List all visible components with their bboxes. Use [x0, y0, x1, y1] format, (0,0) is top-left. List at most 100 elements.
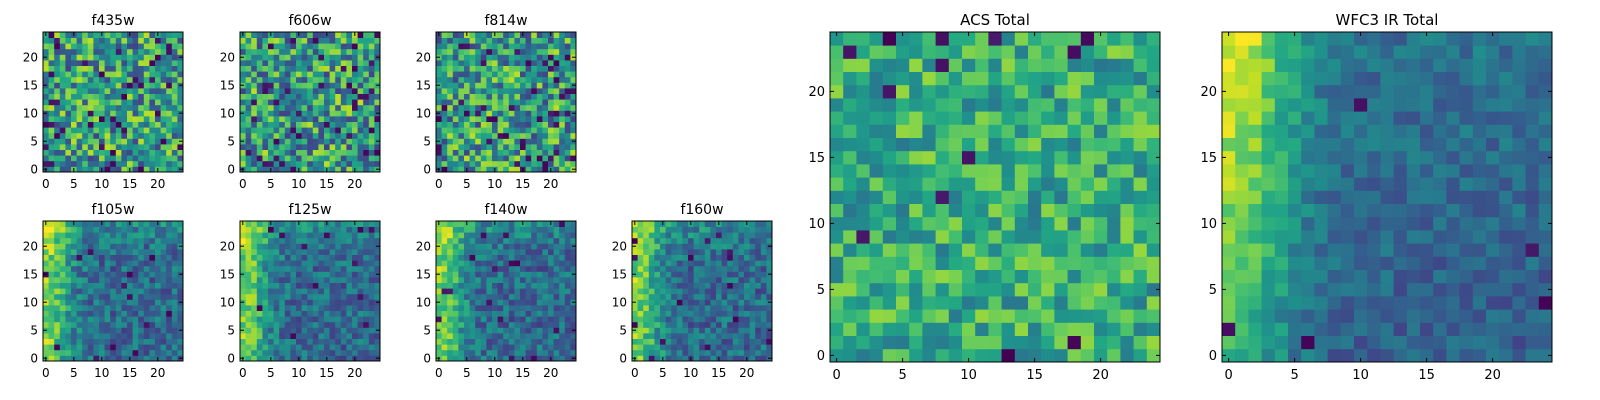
- heatmap-cell: [177, 160, 184, 167]
- heatmap-cell: [82, 43, 89, 50]
- heatmap-cell: [363, 260, 370, 267]
- heatmap-cell: [65, 333, 72, 339]
- heatmap-cell: [93, 43, 100, 50]
- heatmap-cell: [671, 254, 678, 261]
- heatmap-cell: [531, 65, 538, 72]
- heatmap-cell: [296, 71, 302, 78]
- heatmap-cell: [65, 37, 72, 44]
- heatmap-cell: [497, 221, 504, 227]
- heatmap-cell: [166, 232, 173, 239]
- heatmap-cell: [59, 243, 66, 250]
- heatmap-cell: [363, 149, 370, 156]
- heatmap-cell: [458, 265, 465, 272]
- heatmap-cell: [132, 265, 139, 272]
- heatmap-cell: [155, 93, 161, 100]
- heatmap-cell: [251, 344, 258, 351]
- heatmap-cell: [93, 338, 100, 345]
- heatmap-cell: [909, 322, 923, 336]
- heatmap-cell: [542, 260, 549, 267]
- heatmap-cell: [245, 316, 252, 323]
- heatmap-cell: [284, 254, 291, 261]
- heatmap-cell: [374, 277, 381, 283]
- heatmap-cell: [99, 160, 105, 167]
- heatmap-cell: [318, 138, 325, 145]
- heatmap-cell: [268, 310, 274, 317]
- heatmap-cell: [710, 232, 717, 239]
- heatmap-cell: [559, 260, 566, 267]
- heatmap-cell: [82, 93, 89, 100]
- heatmap-cell: [155, 99, 161, 106]
- heatmap-cell: [335, 54, 342, 61]
- heatmap-cell: [988, 348, 1002, 363]
- heatmap-cell: [948, 348, 963, 363]
- heatmap-cell: [149, 221, 156, 227]
- heatmap-cell: [166, 282, 173, 289]
- heatmap-cell: [143, 355, 150, 362]
- heatmap-cell: [469, 327, 476, 334]
- heatmap-cell: [82, 65, 89, 72]
- heatmap-cell: [127, 127, 133, 134]
- heatmap-cell: [177, 37, 184, 44]
- heatmap-cell: [436, 277, 442, 283]
- heatmap-cell: [301, 288, 308, 295]
- heatmap-cell: [346, 265, 353, 272]
- heatmap-cell: [716, 333, 722, 339]
- heatmap-cell: [59, 226, 66, 233]
- heatmap-cell: [464, 288, 470, 295]
- heatmap-cell: [1028, 296, 1042, 310]
- heatmap-cell: [869, 150, 884, 165]
- heatmap-cell: [307, 32, 314, 38]
- heatmap-cell: [121, 54, 128, 61]
- heatmap-cell: [514, 243, 521, 250]
- heatmap-cell: [1001, 203, 1016, 218]
- heatmap-cell: [503, 99, 510, 106]
- heatmap-cell: [368, 71, 375, 78]
- heatmap-cell: [115, 282, 122, 289]
- heatmap-cell: [340, 127, 347, 134]
- heatmap-cell: [82, 226, 89, 233]
- heatmap-cell: [503, 71, 510, 78]
- heatmap-cell: [76, 93, 83, 100]
- heatmap-cell: [637, 237, 644, 244]
- heatmap-cell: [452, 237, 459, 244]
- heatmap-cell: [469, 299, 476, 306]
- heatmap-cell: [374, 104, 381, 111]
- heatmap-cell: [531, 221, 538, 227]
- heatmap-cell: [99, 116, 105, 122]
- heatmap-cell: [59, 338, 66, 345]
- heatmap-cell: [1133, 190, 1148, 204]
- heatmap-cell: [1067, 243, 1082, 257]
- heatmap-cell: [766, 237, 773, 244]
- heatmap-cell: [346, 121, 353, 128]
- heatmap-cell: [284, 221, 291, 227]
- heatmap-cell: [59, 54, 66, 61]
- heatmap-cell: [132, 43, 139, 50]
- heatmap-cell: [346, 237, 353, 244]
- heatmap-cell: [436, 149, 442, 156]
- heatmap-cell: [127, 316, 133, 323]
- heatmap-cell: [115, 293, 122, 300]
- heatmap-cell: [312, 254, 319, 261]
- heatmap-cell: [1107, 243, 1121, 257]
- heatmap-cell: [559, 282, 566, 289]
- heatmap-cell: [268, 316, 274, 323]
- heatmap-cell: [882, 348, 897, 363]
- heatmap-cell: [1107, 322, 1121, 336]
- heatmap-cell: [357, 54, 364, 61]
- heatmap-cell: [988, 216, 1002, 231]
- heatmap-cell: [1001, 190, 1016, 204]
- heatmap-cell: [525, 260, 532, 267]
- heatmap-cell: [166, 288, 173, 295]
- heatmap-cell: [688, 305, 694, 311]
- heatmap-cell: [441, 99, 448, 106]
- heatmap-cell: [1054, 296, 1068, 310]
- heatmap-cell: [508, 282, 515, 289]
- heatmap-cell: [536, 310, 543, 317]
- heatmap-cell: [87, 116, 94, 122]
- heatmap-cell: [329, 310, 336, 317]
- heatmap-cell: [340, 43, 347, 50]
- heatmap-cell: [699, 355, 706, 362]
- heatmap-cell: [363, 88, 370, 94]
- heatmap-cell: [76, 355, 83, 362]
- heatmap-cell: [279, 144, 286, 150]
